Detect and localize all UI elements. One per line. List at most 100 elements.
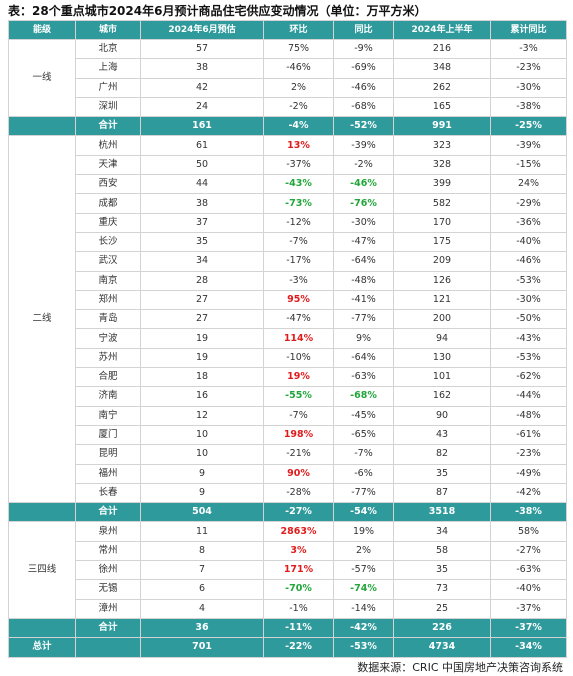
cell: 130 xyxy=(393,347,491,369)
header-cell: 累计同比 xyxy=(490,20,567,40)
cell: -53% xyxy=(490,270,567,291)
cell: -40% xyxy=(490,579,567,600)
cell: -53% xyxy=(333,637,394,658)
highlight-cell: 114% xyxy=(263,328,334,349)
highlight-cell: 90% xyxy=(263,463,334,484)
cell: -6% xyxy=(333,463,394,484)
subtotal-row: 合计 36 -11% -42% 226 -37% xyxy=(8,617,567,639)
subtotal-label: 合计 xyxy=(75,502,141,523)
highlight-cell: 3% xyxy=(263,540,334,562)
data-row: 武汉 34 -17% -64% 209 -46% xyxy=(9,251,567,272)
data-row: 无锡 6 -70% -74% 73 -40% xyxy=(9,579,567,600)
cell: -38% xyxy=(490,96,567,118)
city-cell: 徐州 xyxy=(75,560,141,581)
cell: 2% xyxy=(333,540,394,562)
city-cell: 北京 xyxy=(75,38,141,60)
cell: -39% xyxy=(333,135,394,156)
data-row: 深圳 24 -2% -68% 165 -38% xyxy=(9,96,567,118)
city-cell: 青岛 xyxy=(75,309,141,330)
data-row: 重庆 37 -12% -30% 170 -36% xyxy=(9,212,567,233)
cell: 19 xyxy=(140,328,264,349)
cell: 25 xyxy=(393,598,491,619)
source-note: 数据来源：CRIC 中国房地产决策咨询系统 xyxy=(357,661,563,674)
cell: -12% xyxy=(263,212,334,233)
cell: -22% xyxy=(263,637,334,658)
cell: -77% xyxy=(333,309,394,330)
data-row: 厦门 10 198% -65% 43 -61% xyxy=(9,424,567,446)
cell: -64% xyxy=(333,251,394,272)
cell: 34 xyxy=(393,521,491,542)
highlight-cell: -68% xyxy=(333,386,394,407)
city-cell: 武汉 xyxy=(75,251,141,272)
cell: 582 xyxy=(393,193,491,214)
cell: 87 xyxy=(393,482,491,504)
cell: -53% xyxy=(490,347,567,369)
cell: -62% xyxy=(490,367,567,388)
cell: 27 xyxy=(140,309,264,330)
city-cell: 宁波 xyxy=(75,328,141,349)
city-cell: 泉州 xyxy=(75,521,141,542)
cell: 42 xyxy=(140,77,264,98)
cell: -30% xyxy=(490,289,567,311)
cell: 4734 xyxy=(393,637,491,658)
highlight-cell: -74% xyxy=(333,579,394,600)
data-row: 郑州 27 95% -41% 121 -30% xyxy=(9,289,567,311)
cell: -69% xyxy=(333,58,394,79)
cell: -1% xyxy=(263,598,334,619)
cell: 36 xyxy=(140,617,264,639)
header-row: 能级 城市 2024年6月预估 环比 同比 2024年上半年 累计同比 xyxy=(8,20,567,40)
data-row: 宁波 19 114% 9% 94 -43% xyxy=(9,328,567,349)
cell: 43 xyxy=(393,424,491,446)
highlight-cell: -70% xyxy=(263,579,334,600)
cell: -30% xyxy=(490,77,567,98)
data-table: 能级 城市 2024年6月预估 环比 同比 2024年上半年 累计同比 一线 北京 57 75% -… xyxy=(8,20,567,658)
data-row: 南京 28 -3% -48% 126 -53% xyxy=(9,270,567,291)
cell: -77% xyxy=(333,482,394,504)
cell: 24% xyxy=(490,174,567,195)
cell: 75% xyxy=(263,38,334,60)
cell: 200 xyxy=(393,309,491,330)
cell: 27 xyxy=(140,289,264,311)
cell: 9 xyxy=(140,463,264,484)
blank-cell xyxy=(8,617,76,639)
highlight-cell: 19% xyxy=(263,367,334,388)
subtotal-row: 合计 161 -4% -52% 991 -25% xyxy=(8,116,567,137)
cell: -47% xyxy=(263,309,334,330)
cell: -63% xyxy=(333,367,394,388)
cell: 991 xyxy=(393,116,491,137)
data-row: 青岛 27 -47% -77% 200 -50% xyxy=(9,309,567,330)
city-cell: 深圳 xyxy=(75,96,141,118)
cell: -17% xyxy=(263,251,334,272)
cell: -30% xyxy=(333,212,394,233)
data-row: 上海 38 -46% -69% 348 -23% xyxy=(9,58,567,79)
cell: 35 xyxy=(393,463,491,484)
cell: 50 xyxy=(140,154,264,176)
cell: -61% xyxy=(490,424,567,446)
city-cell: 合肥 xyxy=(75,367,141,388)
cell: 90 xyxy=(393,405,491,426)
data-row: 常州 8 3% 2% 58 -27% xyxy=(9,540,567,562)
cell: 28 xyxy=(140,270,264,291)
cell: -28% xyxy=(263,482,334,504)
highlight-cell: 198% xyxy=(263,424,334,446)
data-row: 苏州 19 -10% -64% 130 -53% xyxy=(9,347,567,369)
cell: 16 xyxy=(140,386,264,407)
cell: 44 xyxy=(140,174,264,195)
cell: 399 xyxy=(393,174,491,195)
highlight-cell: -43% xyxy=(263,174,334,195)
header-cell: 同比 xyxy=(333,20,394,40)
cell: -3% xyxy=(263,270,334,291)
cell: -27% xyxy=(490,540,567,562)
cell: -42% xyxy=(490,482,567,504)
cell: -48% xyxy=(490,405,567,426)
blank-cell xyxy=(8,502,76,523)
cell: 504 xyxy=(140,502,264,523)
cell: 216 xyxy=(393,38,491,60)
cell: 19% xyxy=(333,521,394,542)
cell: -27% xyxy=(263,502,334,523)
cell: 348 xyxy=(393,58,491,79)
cell: 121 xyxy=(393,289,491,311)
city-cell: 南京 xyxy=(75,270,141,291)
highlight-cell: 171% xyxy=(263,560,334,581)
data-row: 一线 北京 57 75% -9% 216 -3% xyxy=(8,38,567,118)
